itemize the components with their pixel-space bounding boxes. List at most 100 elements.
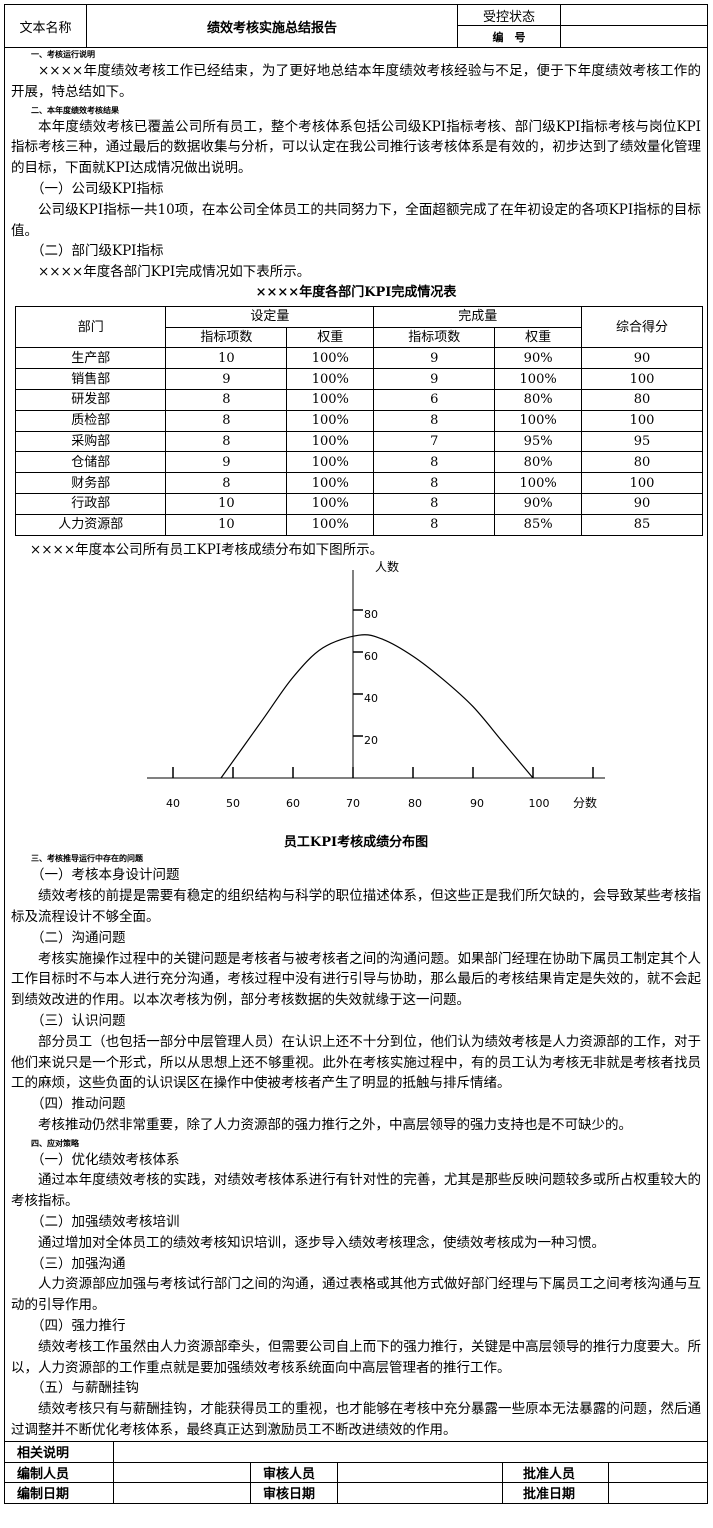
done-weight-cell: 85% [494,513,583,536]
table-row: 仓储部 9 100% 8 80% 80 [14,451,703,474]
x-axis-label: 分数 [573,795,597,810]
x-tick-label: 70 [346,797,360,810]
signoff-table: 相关说明 编制人员 审核人员 批准人员 编制日期 审核日期 批准日期 [4,1441,708,1504]
paragraph: 考核推动仍然非常重要，除了人力资源部的强力推行之外，中高层领导的强力支持也是不可… [38,1116,632,1133]
set-count-cell: 8 [165,388,288,411]
col-header-done: 完成量 [373,305,583,328]
table-row: 人力资源部 10 100% 8 85% 85 [14,513,703,536]
reviewed-by-label: 审核人员 [250,1461,338,1483]
paragraph: 绩效考核工作虽然由人力资源部牵头，但需要公司自上而下的强力推行，关键是中高层领导… [11,1338,701,1376]
approved-by-label: 批准人员 [502,1461,609,1483]
y-tick-label: 80 [364,608,378,621]
done-count-cell: 8 [373,409,496,432]
dept-cell: 销售部 [14,368,167,390]
notes-value[interactable] [113,1441,708,1463]
score-cell: 90 [581,347,703,370]
score-cell: 100 [581,409,703,432]
kpi-table-title: ××××年度各部门KPI完成情况表 [255,284,457,300]
paragraph: 绩效考核的前提是需要有稳定的组织结构与科学的职位描述体系，但这些正是我们所欠缺的… [11,888,701,925]
col-header-dept: 部门 [14,305,167,349]
set-count-cell: 8 [165,430,288,453]
table-row: 销售部 9 100% 9 100% 100 [14,368,703,390]
table-row: 行政部 10 100% 8 90% 90 [14,492,703,515]
paragraph: 部分员工（也包括一部分中层管理人员）在认识上还不十分到位，他们认为绩效考核是人力… [11,1033,701,1092]
prepared-date-value[interactable] [113,1482,251,1504]
paragraph: ××××年度绩效考核工作已经结束，为了更好地总结本年度绩效考核经验与不足，便于下… [11,63,701,100]
subsection-heading: （五）与薪酬挂钩 [31,1380,139,1397]
prepared-by-label: 编制人员 [4,1461,114,1483]
approved-by-value[interactable] [608,1461,708,1483]
done-count-cell: 8 [373,492,496,515]
subsection-heading: （四）强力推行 [31,1318,126,1335]
sections-part-2: 三、考核推导运行中存在的问题 （一）考核本身设计问题 绩效考核的前提是需要有稳定的组… [11,851,701,1441]
done-weight-cell: 90% [494,492,583,515]
dept-cell: 采购部 [14,430,167,453]
col-header-set-count: 指标项数 [165,326,288,349]
set-weight-cell: 100% [286,409,375,432]
col-header-score: 综合得分 [581,305,703,349]
dept-cell: 生产部 [14,347,167,370]
set-weight-cell: 100% [286,492,375,515]
subsection-heading: （二）部门级KPI指标 [31,243,164,260]
col-header-done-weight: 权重 [494,326,583,349]
score-cell: 80 [581,388,703,411]
prepared-by-value[interactable] [113,1461,251,1483]
table-row: 研发部 8 100% 6 80% 80 [14,388,703,411]
set-count-cell: 10 [165,513,288,536]
score-cell: 80 [581,451,703,474]
dept-cell: 行政部 [14,492,167,515]
sections-part-1: 一、考核运行说明 ××××年度绩效考核工作已经结束，为了更好地总结本年度绩效考核经… [11,47,701,283]
done-weight-cell: 100% [494,368,583,390]
kpi-table: 部门 设定量 完成量 综合得分 指标项数 权重 指标项数 权重 生产部 10 100… [14,305,703,536]
done-count-cell: 8 [373,451,496,474]
done-weight-cell: 100% [494,472,583,494]
dept-cell: 质检部 [14,409,167,432]
y-axis-label: 人数 [375,560,399,574]
table-row: 质检部 8 100% 8 100% 100 [14,409,703,432]
paragraph: ××××年度各部门KPI完成情况如下表所示。 [38,264,311,281]
control-status-value [561,5,708,26]
col-header-done-count: 指标项数 [373,326,496,349]
set-count-cell: 10 [165,492,288,515]
doc-name-label: 文本名称 [5,5,87,48]
set-weight-cell: 100% [286,368,375,390]
chart-svg: 40 50 60 70 80 90 100 分数 20 40 60 80 人数 [147,559,605,810]
done-count-cell: 8 [373,472,496,494]
section-heading: 一、考核运行说明 [31,49,95,59]
subsection-heading: （二）加强绩效考核培训 [31,1214,180,1231]
paragraph: 公司级KPI指标一共10项，在本公司全体员工的共同努力下，全面超额完成了在年初设… [11,201,701,239]
reviewed-date-value[interactable] [337,1482,503,1504]
approved-date-value[interactable] [608,1482,708,1504]
done-count-cell: 6 [373,388,496,411]
dept-cell: 仓储部 [14,451,167,474]
paragraph: 通过本年度绩效考核的实践，对绩效考核体系进行有针对性的完善，尤其是那些反映问题较… [11,1172,701,1210]
score-cell: 100 [581,368,703,390]
subsection-heading: （二）沟通问题 [31,929,126,946]
number-value [561,26,708,48]
after-table-text: ××××年度本公司所有员工KPI考核成绩分布如下图所示。 [29,541,384,558]
y-tick-label: 60 [364,650,378,663]
chart-caption: 员工KPI考核成绩分布图 [283,835,429,851]
set-count-cell: 9 [165,368,288,390]
y-tick-label: 20 [364,734,378,747]
subsection-heading: （三）认识问题 [31,1012,126,1029]
table-row: 财务部 8 100% 8 100% 100 [14,472,703,494]
paragraph: 本年度绩效考核已覆盖公司所有员工，整个考核体系包括公司级KPI指标考核、部门级K… [11,118,701,177]
done-weight-cell: 90% [494,347,583,370]
subsection-heading: （三）加强沟通 [31,1255,126,1272]
dept-cell: 人力资源部 [14,513,167,536]
table-row: 生产部 10 100% 9 90% 90 [14,347,703,370]
section-heading: 三、考核推导运行中存在的问题 [31,853,143,864]
done-count-cell: 8 [373,513,496,536]
prepared-date-label: 编制日期 [4,1482,114,1504]
paragraph: 绩效考核只有与薪酬挂钩，才能获得员工的重视，也才能够在考核中充分暴露一些原本无法… [11,1401,701,1439]
done-weight-cell: 80% [494,451,583,474]
reviewed-by-value[interactable] [337,1461,503,1483]
section-heading: 四、应对策略 [31,1137,79,1148]
subsection-heading: （一）优化绩效考核体系 [31,1151,180,1168]
set-weight-cell: 100% [286,347,375,370]
reviewed-date-label: 审核日期 [250,1482,338,1504]
x-tick-label: 90 [470,797,484,810]
y-tick-label: 40 [364,692,378,705]
score-distribution-chart: 40 50 60 70 80 90 100 分数 20 40 60 80 人数 [11,559,701,835]
